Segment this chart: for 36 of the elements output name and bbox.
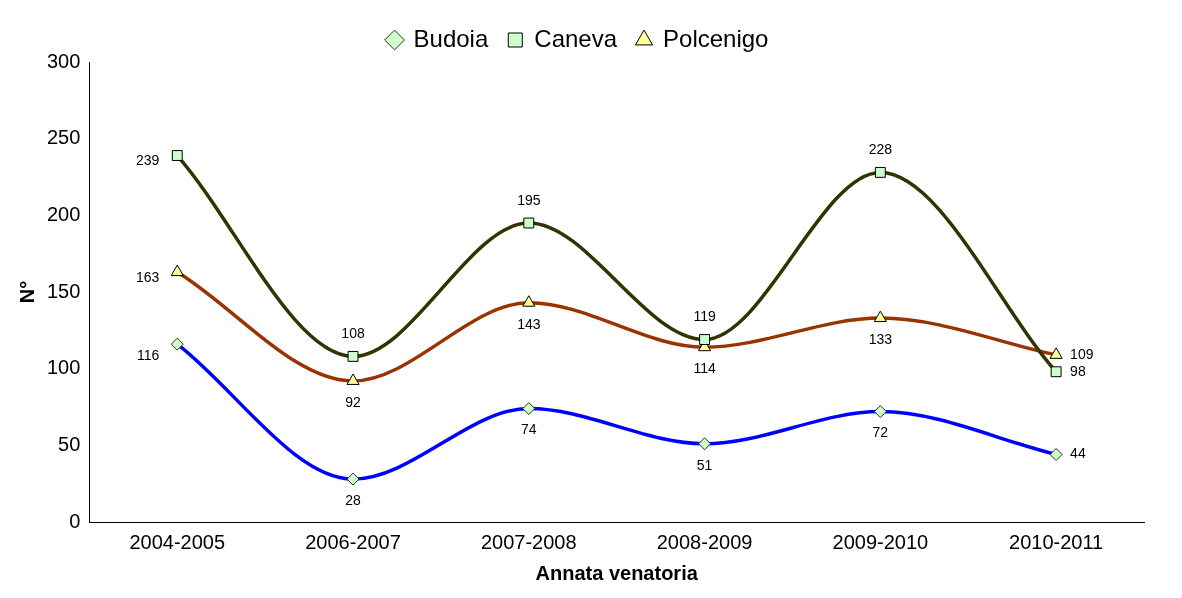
data-label: 114 (693, 360, 716, 377)
x-tick-label: 2010-2011 (1009, 530, 1104, 553)
data-label: 28 (345, 491, 362, 508)
legend-label: Caneva (534, 24, 618, 52)
x-tick-label: 2007-2008 (480, 530, 577, 553)
x-tick-label: 2006-2007 (305, 530, 401, 553)
data-label: 116 (136, 346, 160, 363)
data-label: 239 (135, 152, 160, 169)
data-label: 119 (693, 308, 716, 325)
y-tick-label: 200 (46, 202, 81, 225)
data-label: 98 (1070, 362, 1086, 379)
data-label: 92 (345, 393, 362, 410)
x-tick-label: 2009-2010 (832, 530, 929, 553)
data-label: 228 (868, 141, 893, 158)
legend-label: Polcenigo (663, 24, 769, 52)
y-tick-label: 150 (46, 279, 81, 302)
data-label: 133 (868, 330, 893, 347)
y-tick-label: 250 (46, 126, 81, 149)
data-label: 72 (872, 424, 889, 441)
data-label: 74 (521, 421, 537, 438)
data-label: 51 (696, 456, 713, 473)
y-tick-label: 300 (46, 49, 81, 72)
y-tick-label: 0 (69, 509, 81, 532)
y-tick-label: 50 (58, 432, 81, 455)
data-label: 163 (135, 268, 160, 285)
data-label: 195 (517, 191, 541, 208)
x-tick-label: 2004-2005 (129, 530, 226, 553)
data-label: 109 (1070, 345, 1094, 362)
data-label: 143 (517, 315, 541, 332)
data-label: 44 (1070, 445, 1086, 462)
x-tick-label: 2008-2009 (656, 530, 753, 553)
y-axis-title: N° (15, 280, 38, 304)
data-label: 108 (341, 325, 365, 342)
legend-label: Budoia (413, 24, 489, 52)
y-tick-label: 100 (46, 356, 81, 379)
x-axis-title: Annata venatoria (535, 561, 699, 584)
